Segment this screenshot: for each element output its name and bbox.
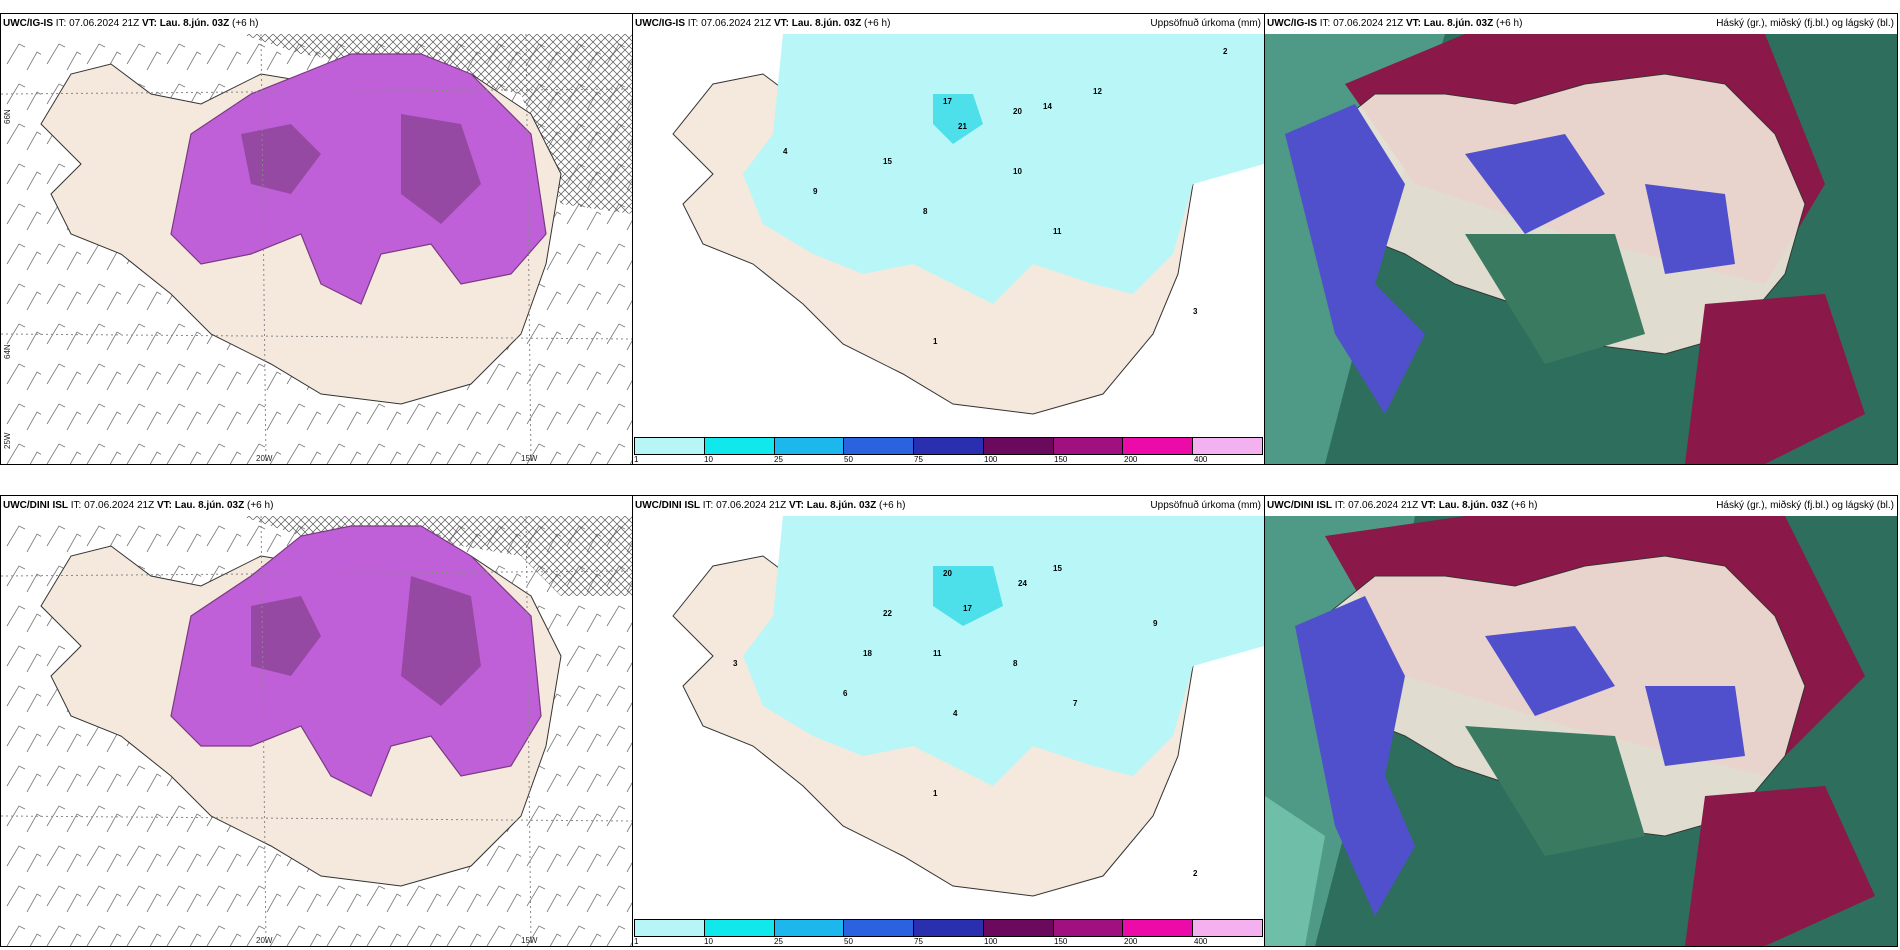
svg-text:7: 7	[1073, 699, 1078, 708]
colorbar-label: 100	[984, 455, 998, 464]
svg-text:1: 1	[933, 789, 938, 798]
colorbar-label: 1	[634, 455, 639, 464]
precip-map[interactable]: 20 24 15 22 17 18 11 8 6 4 7 3 9 2 1	[633, 516, 1264, 918]
cloud-panel-top: UWC/IG-IS IT: 07.06.2024 21Z VT: Lau. 8.…	[1264, 13, 1898, 465]
svg-text:11: 11	[933, 649, 942, 658]
colorbar-box	[635, 920, 705, 936]
colorbar-label: 150	[1054, 937, 1068, 946]
colorbar-box	[704, 438, 775, 454]
svg-text:11: 11	[1053, 227, 1062, 236]
colorbar-box	[635, 438, 705, 454]
colorbar-label: 10	[704, 937, 713, 946]
colorbar-label: 25	[774, 937, 783, 946]
icing-panel-top: UWC/IG-IS IT: 07.06.2024 21Z VT: Lau. 8.…	[0, 13, 633, 465]
svg-text:4: 4	[953, 709, 958, 718]
colorbar-box	[914, 920, 984, 936]
svg-text:2: 2	[1223, 47, 1228, 56]
lon-label: 15W	[521, 936, 538, 945]
colorbar-label: 100	[984, 937, 998, 946]
svg-text:17: 17	[963, 604, 972, 613]
colorbar: 1 10 25 50 75 100 150 200 400	[633, 918, 1264, 946]
panel-header: UWC/IG-IS IT: 07.06.2024 21Z VT: Lau. 8.…	[633, 14, 1264, 34]
svg-text:1: 1	[933, 337, 938, 346]
svg-text:20: 20	[1013, 107, 1022, 116]
colorbar-label: 50	[844, 937, 853, 946]
icing-panel-bottom: UWC/DINI ISL IT: 07.06.2024 21Z VT: Lau.…	[0, 495, 633, 947]
lon-label: 20W	[256, 454, 273, 463]
svg-text:9: 9	[1153, 619, 1158, 628]
colorbar-label: 50	[844, 455, 853, 464]
cloud-map[interactable]	[1265, 34, 1897, 464]
colorbar-box	[704, 920, 775, 936]
svg-text:6: 6	[843, 689, 848, 698]
colorbar-label: 75	[914, 455, 923, 464]
panel-header: UWC/IG-IS IT: 07.06.2024 21Z VT: Lau. 8.…	[1, 14, 632, 34]
svg-text:21: 21	[958, 122, 967, 131]
svg-text:3: 3	[1193, 307, 1198, 316]
colorbar-box	[1193, 438, 1263, 454]
precip-map[interactable]: 17 21 20 14 12 15 10 8 11 9 4 2 3 1	[633, 34, 1264, 436]
colorbar-box	[774, 920, 845, 936]
svg-text:9: 9	[813, 187, 818, 196]
svg-text:17: 17	[943, 97, 952, 106]
svg-text:12: 12	[1093, 87, 1102, 96]
svg-text:15: 15	[883, 157, 892, 166]
colorbar-box	[1193, 920, 1263, 936]
icing-area	[170, 53, 547, 305]
precip-panel-top: UWC/IG-IS IT: 07.06.2024 21Z VT: Lau. 8.…	[632, 13, 1265, 465]
colorbar-label: 1	[634, 937, 639, 946]
svg-text:10: 10	[1013, 167, 1022, 176]
colorbar-box	[774, 438, 845, 454]
lat-label: 66N	[3, 109, 12, 124]
svg-text:22: 22	[883, 609, 892, 618]
svg-text:20: 20	[943, 569, 952, 578]
svg-text:3: 3	[733, 659, 738, 668]
colorbar-box	[983, 438, 1054, 454]
colorbar-box	[1123, 438, 1194, 454]
icing-map[interactable]	[1, 34, 632, 464]
colorbar-box	[1053, 920, 1124, 936]
svg-text:8: 8	[1013, 659, 1018, 668]
colorbar-label: 150	[1054, 455, 1068, 464]
panel-header: UWC/DINI ISL IT: 07.06.2024 21Z VT: Lau.…	[633, 496, 1264, 516]
lon-label: 15W	[521, 454, 538, 463]
colorbar-box	[844, 438, 915, 454]
colorbar: 1 10 25 50 75 100 150 200 400	[633, 436, 1264, 464]
colorbar-label: 400	[1194, 455, 1208, 464]
svg-text:2: 2	[1193, 869, 1198, 878]
precip-panel-bottom: UWC/DINI ISL IT: 07.06.2024 21Z VT: Lau.…	[632, 495, 1265, 947]
cloud-panel-bottom: UWC/DINI ISL IT: 07.06.2024 21Z VT: Lau.…	[1264, 495, 1898, 947]
colorbar-label: 400	[1194, 937, 1208, 946]
svg-text:18: 18	[863, 649, 872, 658]
colorbar-label: 200	[1124, 455, 1138, 464]
lat-label: 25W	[3, 432, 12, 449]
panel-header: UWC/DINI ISL IT: 07.06.2024 21Z VT: Lau.…	[1, 496, 632, 516]
panel-header: UWC/DINI ISL IT: 07.06.2024 21Z VT: Lau.…	[1265, 496, 1897, 516]
colorbar-label: 10	[704, 455, 713, 464]
svg-text:8: 8	[923, 207, 928, 216]
svg-text:24: 24	[1018, 579, 1027, 588]
panel-header: UWC/IG-IS IT: 07.06.2024 21Z VT: Lau. 8.…	[1265, 14, 1897, 34]
colorbar-box	[1123, 920, 1194, 936]
precip-area	[743, 34, 1264, 304]
svg-text:14: 14	[1043, 102, 1052, 111]
svg-text:15: 15	[1053, 564, 1062, 573]
colorbar-label: 200	[1124, 937, 1138, 946]
colorbar-box	[844, 920, 915, 936]
colorbar-box	[983, 920, 1054, 936]
colorbar-label: 25	[774, 455, 783, 464]
lat-label: 64N	[3, 344, 12, 359]
lon-label: 20W	[256, 936, 273, 945]
precip-area	[743, 516, 1264, 786]
colorbar-box	[1053, 438, 1124, 454]
hatched-area	[241, 34, 632, 214]
cloud-map[interactable]	[1265, 516, 1897, 946]
svg-text:4: 4	[783, 147, 788, 156]
icing-map[interactable]	[1, 516, 632, 946]
colorbar-label: 75	[914, 937, 923, 946]
colorbar-box	[914, 438, 984, 454]
